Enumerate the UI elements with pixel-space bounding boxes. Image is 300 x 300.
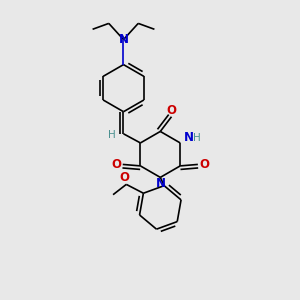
Text: N: N [184, 131, 194, 144]
Text: H: H [194, 133, 201, 142]
Text: O: O [167, 104, 176, 117]
Text: O: O [120, 171, 130, 184]
Text: N: N [156, 177, 166, 190]
Text: N: N [118, 33, 128, 46]
Text: H: H [108, 130, 116, 140]
Text: O: O [199, 158, 209, 171]
Text: O: O [111, 158, 121, 171]
